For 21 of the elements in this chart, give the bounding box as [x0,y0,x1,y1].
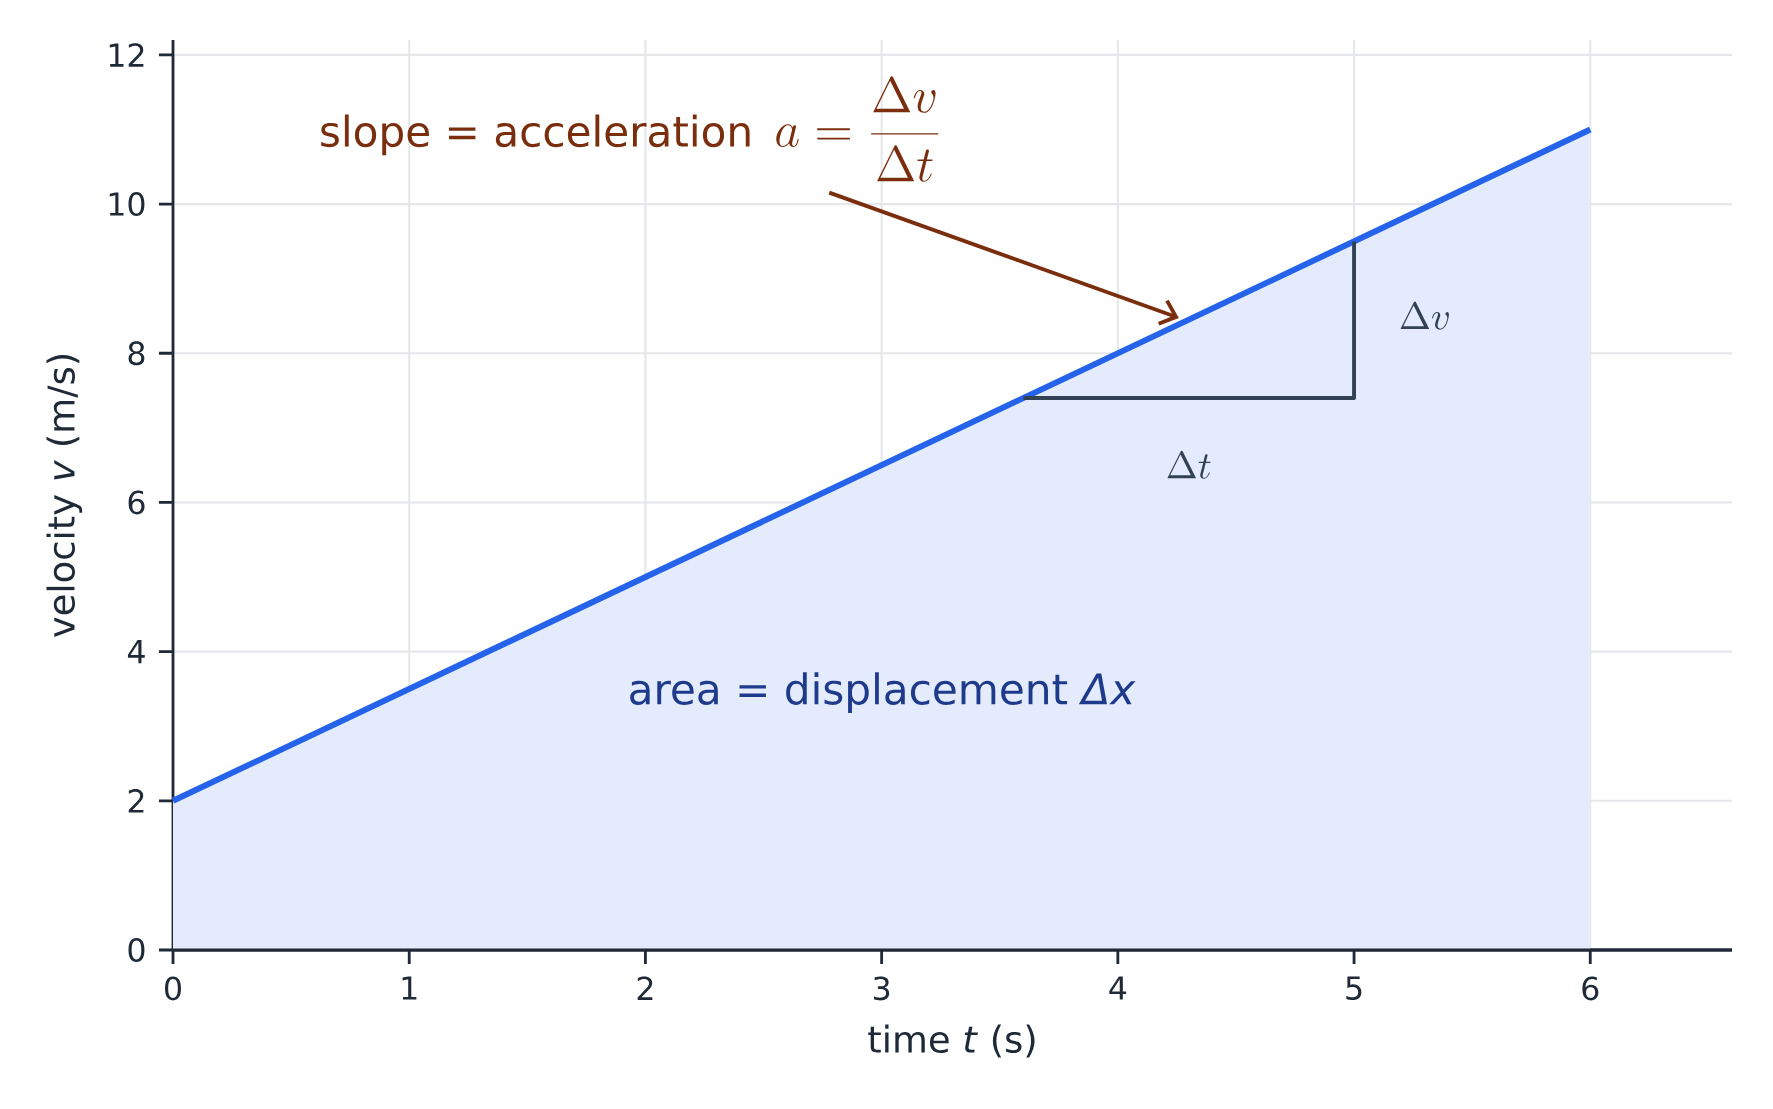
y-axis-title: velocity v (m/s) [46,354,83,638]
annotation: area = displacement Δx [630,672,1136,714]
x-tick-label: 4 [1109,976,1127,1000]
x-tick-label: 1 [402,976,417,1000]
y-tick-label: 2 [128,789,144,813]
y-tick-label: 10 [109,192,145,217]
annotation: slope = acceleration [321,114,750,156]
x-tick-label: 5 [1346,976,1362,1000]
x-tick-label: 3 [874,976,890,1001]
y-tick-label: 12 [109,43,144,67]
x-tick-label: 6 [1582,976,1599,1001]
x-axis-title: time t (s) [868,1024,1035,1058]
annotation: $\Delta v$ [1400,301,1449,330]
annotation: $a = \frac{\Delta v}{\Delta t}$ [776,76,939,182]
y-tick-label: 4 [127,640,145,664]
annotation: $\Delta t$ [1167,450,1211,479]
x-tick-label: 2 [637,976,653,1000]
y-tick-label: 8 [128,341,145,366]
x-tick-label: 0 [165,976,181,1001]
y-tick-label: 0 [128,938,145,962]
y-tick-label: 6 [128,490,145,515]
